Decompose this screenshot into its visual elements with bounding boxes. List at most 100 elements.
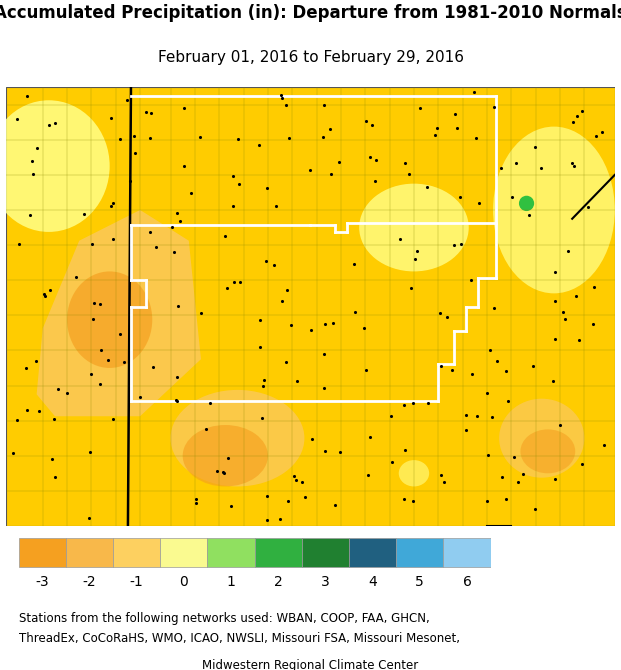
Point <box>577 105 587 116</box>
Point <box>95 299 105 310</box>
Point <box>569 161 579 172</box>
Point <box>281 99 291 110</box>
Point <box>550 334 560 344</box>
Point <box>292 375 302 386</box>
Point <box>84 513 94 523</box>
Ellipse shape <box>183 425 268 486</box>
Point <box>115 134 125 145</box>
Point <box>262 515 272 525</box>
Point <box>350 307 360 318</box>
Point <box>450 239 460 250</box>
Point <box>512 158 522 169</box>
Point <box>399 494 409 505</box>
Point <box>283 496 293 507</box>
Bar <box>302 538 349 567</box>
Point <box>371 155 381 165</box>
Point <box>370 175 380 186</box>
Point <box>106 113 116 123</box>
Text: Stations from the following networks used: WBAN, COOP, FAA, GHCN,: Stations from the following networks use… <box>19 612 429 625</box>
Point <box>496 163 505 174</box>
Point <box>212 465 222 476</box>
Point <box>361 116 371 127</box>
Bar <box>160 538 207 567</box>
Point <box>107 414 117 425</box>
Point <box>196 308 206 318</box>
Point <box>86 369 96 379</box>
Text: 0: 0 <box>179 575 188 589</box>
Point <box>509 452 519 463</box>
Point <box>269 260 279 271</box>
Text: -3: -3 <box>35 575 49 589</box>
Point <box>141 107 151 117</box>
Point <box>186 188 196 199</box>
Text: 3: 3 <box>321 575 330 589</box>
Point <box>404 169 414 180</box>
Text: -2: -2 <box>83 575 96 589</box>
Point <box>550 295 560 306</box>
Point <box>222 283 232 294</box>
Point <box>300 492 310 502</box>
Point <box>447 365 457 376</box>
Point <box>503 395 513 406</box>
Point <box>171 394 181 405</box>
Point <box>442 312 451 322</box>
Ellipse shape <box>499 399 584 478</box>
Point <box>233 134 243 145</box>
Point <box>271 200 281 211</box>
Point <box>62 388 72 399</box>
Text: 1: 1 <box>227 575 235 589</box>
Point <box>256 412 266 423</box>
Point <box>116 328 125 339</box>
Point <box>361 364 371 375</box>
Point <box>201 424 211 435</box>
Point <box>349 259 359 269</box>
Point <box>255 342 265 352</box>
Point <box>568 117 578 127</box>
Point <box>487 412 497 423</box>
Point <box>574 335 584 346</box>
Point <box>40 291 50 302</box>
Point <box>589 281 599 292</box>
Point <box>205 397 215 408</box>
Point <box>560 314 570 324</box>
Point <box>172 371 182 382</box>
Point <box>27 155 37 166</box>
Point <box>320 446 330 456</box>
Point <box>53 384 63 395</box>
Point <box>528 361 538 372</box>
Text: 4: 4 <box>368 575 377 589</box>
Point <box>50 471 60 482</box>
Point <box>145 133 155 143</box>
Point <box>261 256 271 267</box>
Point <box>399 399 409 410</box>
Point <box>259 375 269 385</box>
Point <box>168 222 178 232</box>
Bar <box>255 538 302 567</box>
Point <box>530 504 540 515</box>
Point <box>276 90 286 100</box>
Point <box>274 514 284 525</box>
Polygon shape <box>37 210 201 416</box>
Point <box>401 445 410 456</box>
Point <box>537 162 546 173</box>
Point <box>501 494 511 505</box>
Point <box>469 86 479 97</box>
Point <box>12 114 22 125</box>
Point <box>96 344 106 355</box>
Point <box>550 474 560 484</box>
Point <box>39 288 49 299</box>
Point <box>563 246 573 257</box>
Point <box>577 458 587 469</box>
Point <box>263 183 273 194</box>
Point <box>12 415 22 425</box>
Point <box>284 132 294 143</box>
Point <box>468 369 478 380</box>
Point <box>548 375 558 386</box>
Point <box>219 468 229 478</box>
Point <box>50 117 60 128</box>
Point <box>258 381 268 391</box>
Point <box>48 414 58 425</box>
Point <box>439 476 449 487</box>
Point <box>483 388 492 399</box>
Point <box>307 433 317 444</box>
